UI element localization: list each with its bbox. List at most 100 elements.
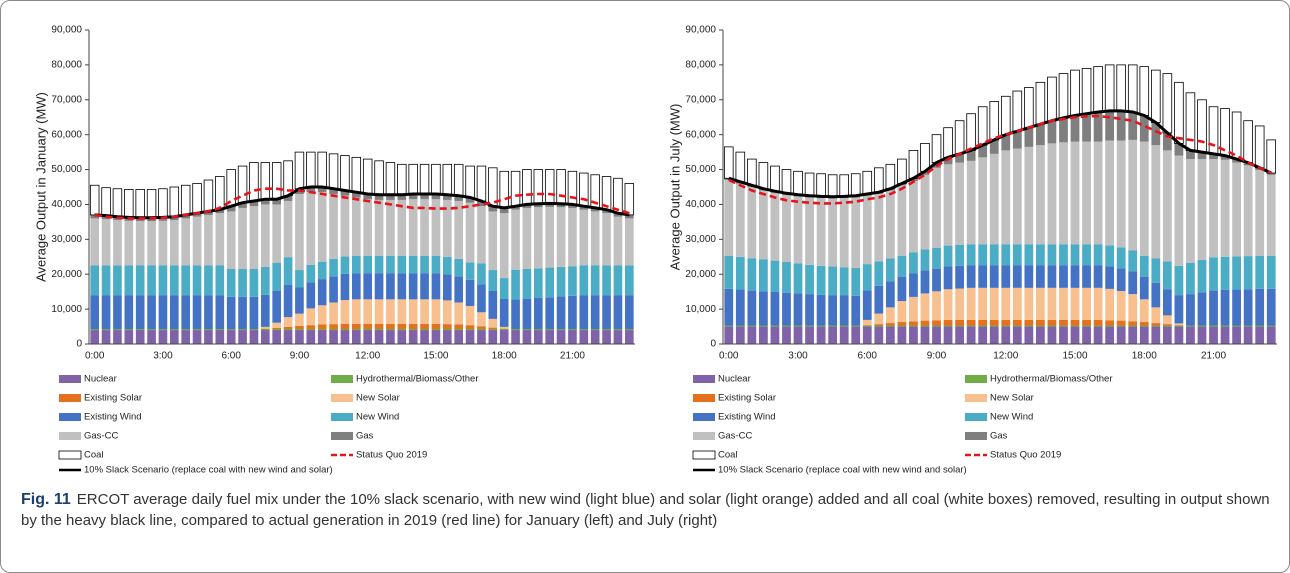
bar-segment: [363, 328, 373, 331]
bar-segment: [1093, 319, 1103, 326]
bar-segment: [735, 326, 745, 344]
bar-segment: [192, 328, 202, 331]
bar-segment: [1024, 287, 1034, 320]
bar-segment: [488, 270, 498, 291]
bar-segment: [181, 265, 191, 296]
bar-segment: [1047, 244, 1057, 266]
bar-segment: [101, 187, 111, 217]
bar-segment: [1266, 326, 1276, 344]
bar-segment: [317, 261, 327, 280]
bar-segment: [885, 326, 895, 344]
bar-segment: [954, 120, 965, 155]
bar-segment: [602, 265, 611, 296]
y-tick-label: 0: [76, 339, 82, 350]
bar-segment: [374, 323, 384, 329]
bar-segment: [340, 328, 350, 331]
bar-segment: [1082, 325, 1091, 327]
bar-segment: [1151, 307, 1161, 324]
bar-segment: [101, 219, 111, 266]
bar-segment: [408, 273, 418, 300]
bar-segment: [1059, 244, 1068, 266]
bar-segment: [955, 326, 964, 344]
bar-segment: [1024, 127, 1034, 147]
bar-segment: [545, 328, 555, 331]
bar-segment: [283, 317, 293, 327]
bar-segment: [272, 262, 282, 291]
bar-segment: [1232, 325, 1241, 327]
bar-segment: [624, 183, 635, 216]
bar-segment: [1162, 73, 1173, 134]
bar-segment: [989, 101, 1000, 141]
bar-segment: [442, 256, 452, 275]
y-tick-label: 20,000: [51, 269, 82, 280]
bar-segment: [816, 198, 826, 266]
caption-text: ERCOT average daily fuel mix under the 1…: [21, 491, 1270, 529]
bar-segment: [1174, 81, 1184, 144]
bar-segment: [966, 160, 976, 245]
bar-segment: [966, 113, 976, 151]
bar-segment: [943, 289, 953, 320]
bar-segment: [1047, 76, 1057, 122]
bar-segment: [1128, 111, 1138, 140]
bar-segment: [181, 218, 191, 266]
bar-segment: [932, 291, 941, 321]
bar-segment: [1232, 162, 1241, 257]
bar-segment: [1128, 326, 1138, 344]
bar-segment: [477, 200, 486, 207]
bar-segment: [522, 298, 532, 329]
y-tick-label: 60,000: [51, 129, 82, 140]
bar-segment: [1024, 325, 1034, 327]
bar-segment: [1116, 290, 1126, 321]
legend-label: Status Quo 2019: [990, 450, 1061, 461]
bar-segment: [477, 206, 486, 264]
bar-segment: [568, 204, 577, 208]
bar-segment: [511, 330, 520, 344]
bar-segment: [839, 267, 849, 296]
bar-segment: [147, 330, 156, 344]
bar-segment: [1036, 325, 1045, 327]
bar-segment: [759, 326, 768, 344]
bar-segment: [1116, 64, 1126, 112]
bar-segment: [431, 273, 441, 300]
bar-segment: [169, 216, 179, 221]
bar-segment: [579, 209, 589, 266]
bar-segment: [158, 188, 168, 218]
bar-segment: [759, 259, 768, 292]
bar-segment: [522, 207, 532, 269]
bar-segment: [89, 184, 100, 216]
bar-segment: [1186, 326, 1195, 344]
bar-segment: [499, 170, 509, 209]
bar-segment: [932, 167, 941, 248]
bar-segment: [90, 214, 100, 219]
bar-segment: [386, 194, 395, 200]
bar-segment: [590, 211, 600, 266]
bar-segment: [135, 330, 145, 344]
bar-segment: [317, 305, 327, 325]
bar-segment: [488, 330, 498, 344]
x-tick-label: 12:00: [355, 351, 380, 362]
bar-segment: [90, 330, 100, 344]
x-tick-label: 9:00: [290, 351, 310, 362]
bar-segment: [568, 207, 577, 267]
bar-segment: [943, 326, 953, 344]
bar-segment: [862, 264, 872, 291]
bar-segment: [204, 211, 213, 215]
y-tick-label: 30,000: [685, 234, 716, 245]
bar-segment: [260, 266, 270, 295]
bar-segment: [272, 327, 282, 329]
bar-segment: [1024, 87, 1034, 129]
bar-segment: [1127, 64, 1138, 113]
bar-segment: [181, 295, 191, 329]
bar-segment: [420, 273, 429, 300]
bar-segment: [1208, 106, 1219, 155]
bar-segment: [759, 291, 768, 326]
bar-segment: [351, 299, 361, 324]
bar-segment: [351, 197, 361, 256]
bar-segment: [874, 285, 884, 314]
bar-segment: [215, 295, 225, 329]
bar-segment: [1070, 319, 1080, 326]
bar-segment: [1012, 326, 1022, 344]
bar-segment: [955, 319, 964, 326]
bar-segment: [1058, 73, 1069, 119]
bar-segment: [567, 170, 578, 205]
